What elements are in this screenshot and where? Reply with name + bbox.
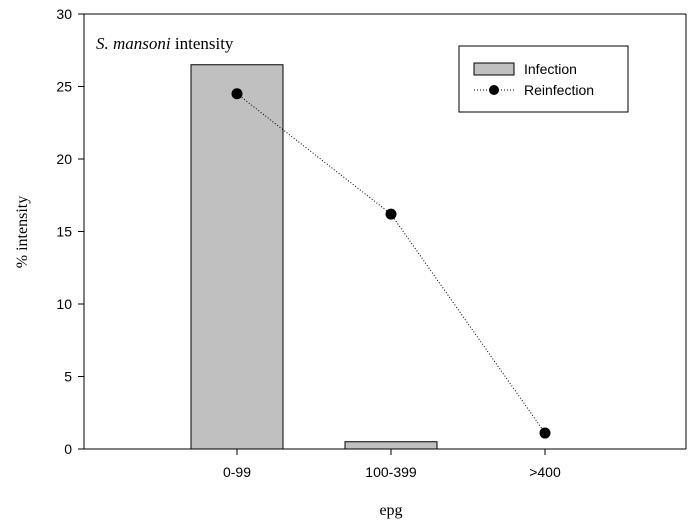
legend-infection-label: Infection bbox=[524, 61, 577, 77]
annotation-species: S. mansoni bbox=[96, 34, 171, 53]
reinfection-point bbox=[231, 88, 243, 100]
x-tick-label: >400 bbox=[529, 464, 561, 480]
y-axis-title: % intensity bbox=[14, 196, 31, 268]
reinfection-line-layer bbox=[231, 88, 551, 439]
y-tick-label: 5 bbox=[64, 369, 72, 385]
x-tick-label: 0-99 bbox=[223, 464, 251, 480]
y-tick-label: 0 bbox=[64, 441, 72, 457]
x-ticks: 0-99 100-399 >400 bbox=[223, 449, 561, 480]
legend: Infection Reinfection bbox=[458, 45, 629, 113]
y-tick-label: 25 bbox=[56, 79, 72, 95]
x-tick-label: 100-399 bbox=[365, 464, 417, 480]
legend-box bbox=[458, 45, 629, 113]
chart-annotation: S. mansoni intensity bbox=[96, 34, 234, 53]
bars-layer bbox=[190, 64, 438, 450]
x-axis-title: epg bbox=[379, 502, 402, 519]
legend-infection-swatch bbox=[473, 62, 515, 76]
y-tick-label: 10 bbox=[56, 296, 72, 312]
y-tick-label: 20 bbox=[56, 151, 72, 167]
annotation-rest: intensity bbox=[171, 34, 234, 53]
bar-infection bbox=[344, 441, 438, 450]
legend-reinfection-marker bbox=[489, 85, 499, 95]
bar-infection bbox=[190, 64, 284, 450]
y-ticks: 0 5 10 15 20 25 30 bbox=[56, 6, 84, 457]
y-tick-label: 30 bbox=[56, 6, 72, 22]
reinfection-point bbox=[385, 208, 397, 220]
y-tick-label: 15 bbox=[56, 224, 72, 240]
reinfection-point bbox=[539, 427, 551, 439]
legend-reinfection-label: Reinfection bbox=[524, 82, 594, 98]
